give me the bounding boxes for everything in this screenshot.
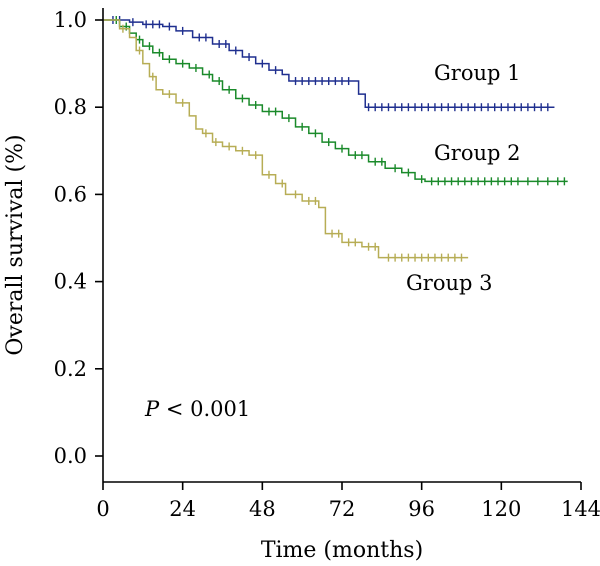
group-3-label: Group 3 <box>406 271 492 295</box>
plot-area <box>103 16 568 262</box>
p-value-annotation: P < 0.001 <box>144 397 250 421</box>
p-value-prefix: P <box>144 397 160 421</box>
x-tick-label: 72 <box>329 497 356 521</box>
y-tick-label: 0.4 <box>54 270 87 294</box>
group-2-label: Group 2 <box>434 141 520 165</box>
y-tick-label: 0.0 <box>54 444 87 468</box>
group-1-label: Group 1 <box>434 61 520 85</box>
x-tick-label: 120 <box>481 497 521 521</box>
y-tick-label: 0.8 <box>54 95 87 119</box>
p-value-text: < 0.001 <box>159 397 250 421</box>
x-axis-title: Time (months) <box>261 538 423 563</box>
survival-curve-group-3 <box>103 19 469 259</box>
x-tick-label: 144 <box>561 497 600 521</box>
survival-curve-group-1 <box>103 19 555 108</box>
x-tick-label: 24 <box>169 497 196 521</box>
x-tick-label: 0 <box>96 497 109 521</box>
y-tick-label: 0.2 <box>54 357 87 381</box>
y-axis-title: Overall survival (%) <box>3 134 28 355</box>
x-tick-label: 48 <box>249 497 276 521</box>
y-tick-label: 1.0 <box>54 8 87 32</box>
ticks: 0 24 48 72 96 120 144 0.0 0.2 0.4 0.6 0.8 1.0 <box>54 8 600 521</box>
survival-curve-group-2 <box>103 19 568 183</box>
y-tick-label: 0.6 <box>54 182 87 206</box>
x-tick-label: 96 <box>408 497 435 521</box>
